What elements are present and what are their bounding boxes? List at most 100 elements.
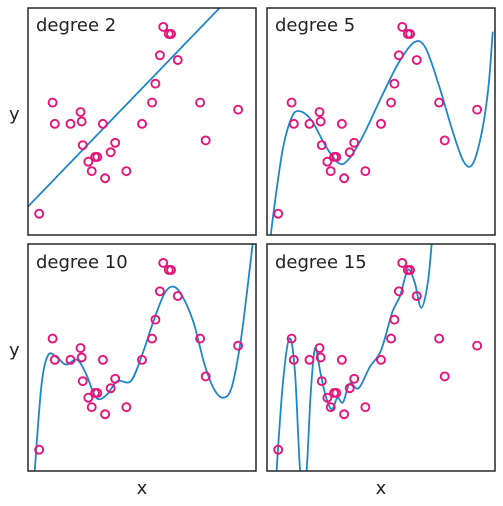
data-point [110,373,121,384]
data-point [158,257,169,268]
data-point [304,354,315,365]
data-point [86,402,97,413]
data-point [147,333,158,344]
data-point [325,402,336,413]
data-point [166,265,177,275]
data-point [472,340,483,351]
data-point [331,152,342,162]
data-point [76,116,87,127]
panel-frame [266,7,496,236]
data-point [336,354,347,365]
panel-frame [27,243,257,472]
scatter-points [273,257,483,455]
y-axis-label-bottom: y [9,340,20,361]
data-point [154,286,165,297]
data-point [360,402,371,413]
data-point [100,409,111,420]
data-point [166,29,177,39]
data-point [97,354,108,365]
data-point [314,107,325,117]
data-point [195,333,206,344]
data-point [150,78,161,89]
panel-frame [266,243,496,472]
plot-area [273,244,483,471]
data-point [110,137,121,148]
plot-area [269,21,494,235]
panel-degree-15: degree 15 [266,243,496,472]
data-point [439,135,450,146]
plot-area [33,244,254,471]
data-point [34,444,45,455]
data-point [92,152,103,162]
plot-area [28,8,244,219]
data-point [34,208,45,219]
data-point [86,166,97,177]
data-point [172,291,183,301]
data-point [439,371,450,382]
data-point [360,166,371,177]
data-point [47,333,58,344]
data-point [154,50,165,61]
data-point [288,354,299,365]
data-point [97,118,108,129]
fit-curve [275,244,433,471]
data-point [344,383,355,394]
data-point [349,373,360,384]
x-axis-label-right: x [376,478,387,499]
data-point [77,140,88,151]
data-point [286,97,297,108]
data-point [316,376,327,387]
scatter-points [273,21,483,219]
data-point [273,444,284,455]
data-point [314,343,325,353]
data-point [105,147,116,158]
data-point [100,173,111,184]
data-point [315,352,326,363]
data-point [397,21,408,32]
data-point [172,55,183,65]
data-point [75,107,86,117]
data-point [405,265,416,275]
data-point [376,354,386,365]
scatter-points [34,21,244,219]
data-point [75,343,86,353]
scatter-points [34,257,244,455]
data-point [83,392,94,403]
data-point [434,333,445,344]
data-point [405,29,416,39]
data-point [389,314,400,325]
data-point [344,147,355,158]
data-point [200,135,211,146]
data-point [331,388,342,398]
data-point [325,166,336,177]
panel-degree-5: degree 5 [266,7,496,236]
panel-title: degree 5 [275,15,355,36]
data-point [316,140,327,151]
data-point [393,286,404,297]
panel-degree-2: degree 2 [27,7,257,236]
data-point [286,333,297,344]
data-point [339,173,350,184]
data-point [65,118,76,129]
data-point [304,118,315,129]
panel-title: degree 2 [36,15,116,36]
data-point [77,376,88,387]
data-point [49,118,60,129]
x-axis-label-left: x [137,478,148,499]
data-point [65,354,76,365]
data-point [121,402,132,413]
data-point [389,78,400,89]
data-point [322,392,333,403]
data-point [434,97,445,108]
data-point [92,388,103,398]
data-point [393,50,404,61]
data-point [200,371,211,382]
data-point [376,118,386,129]
data-point [195,97,206,108]
panel-title: degree 10 [36,252,128,273]
data-point [339,409,350,420]
data-point [288,118,299,129]
data-point [233,104,244,115]
data-point [322,156,333,167]
